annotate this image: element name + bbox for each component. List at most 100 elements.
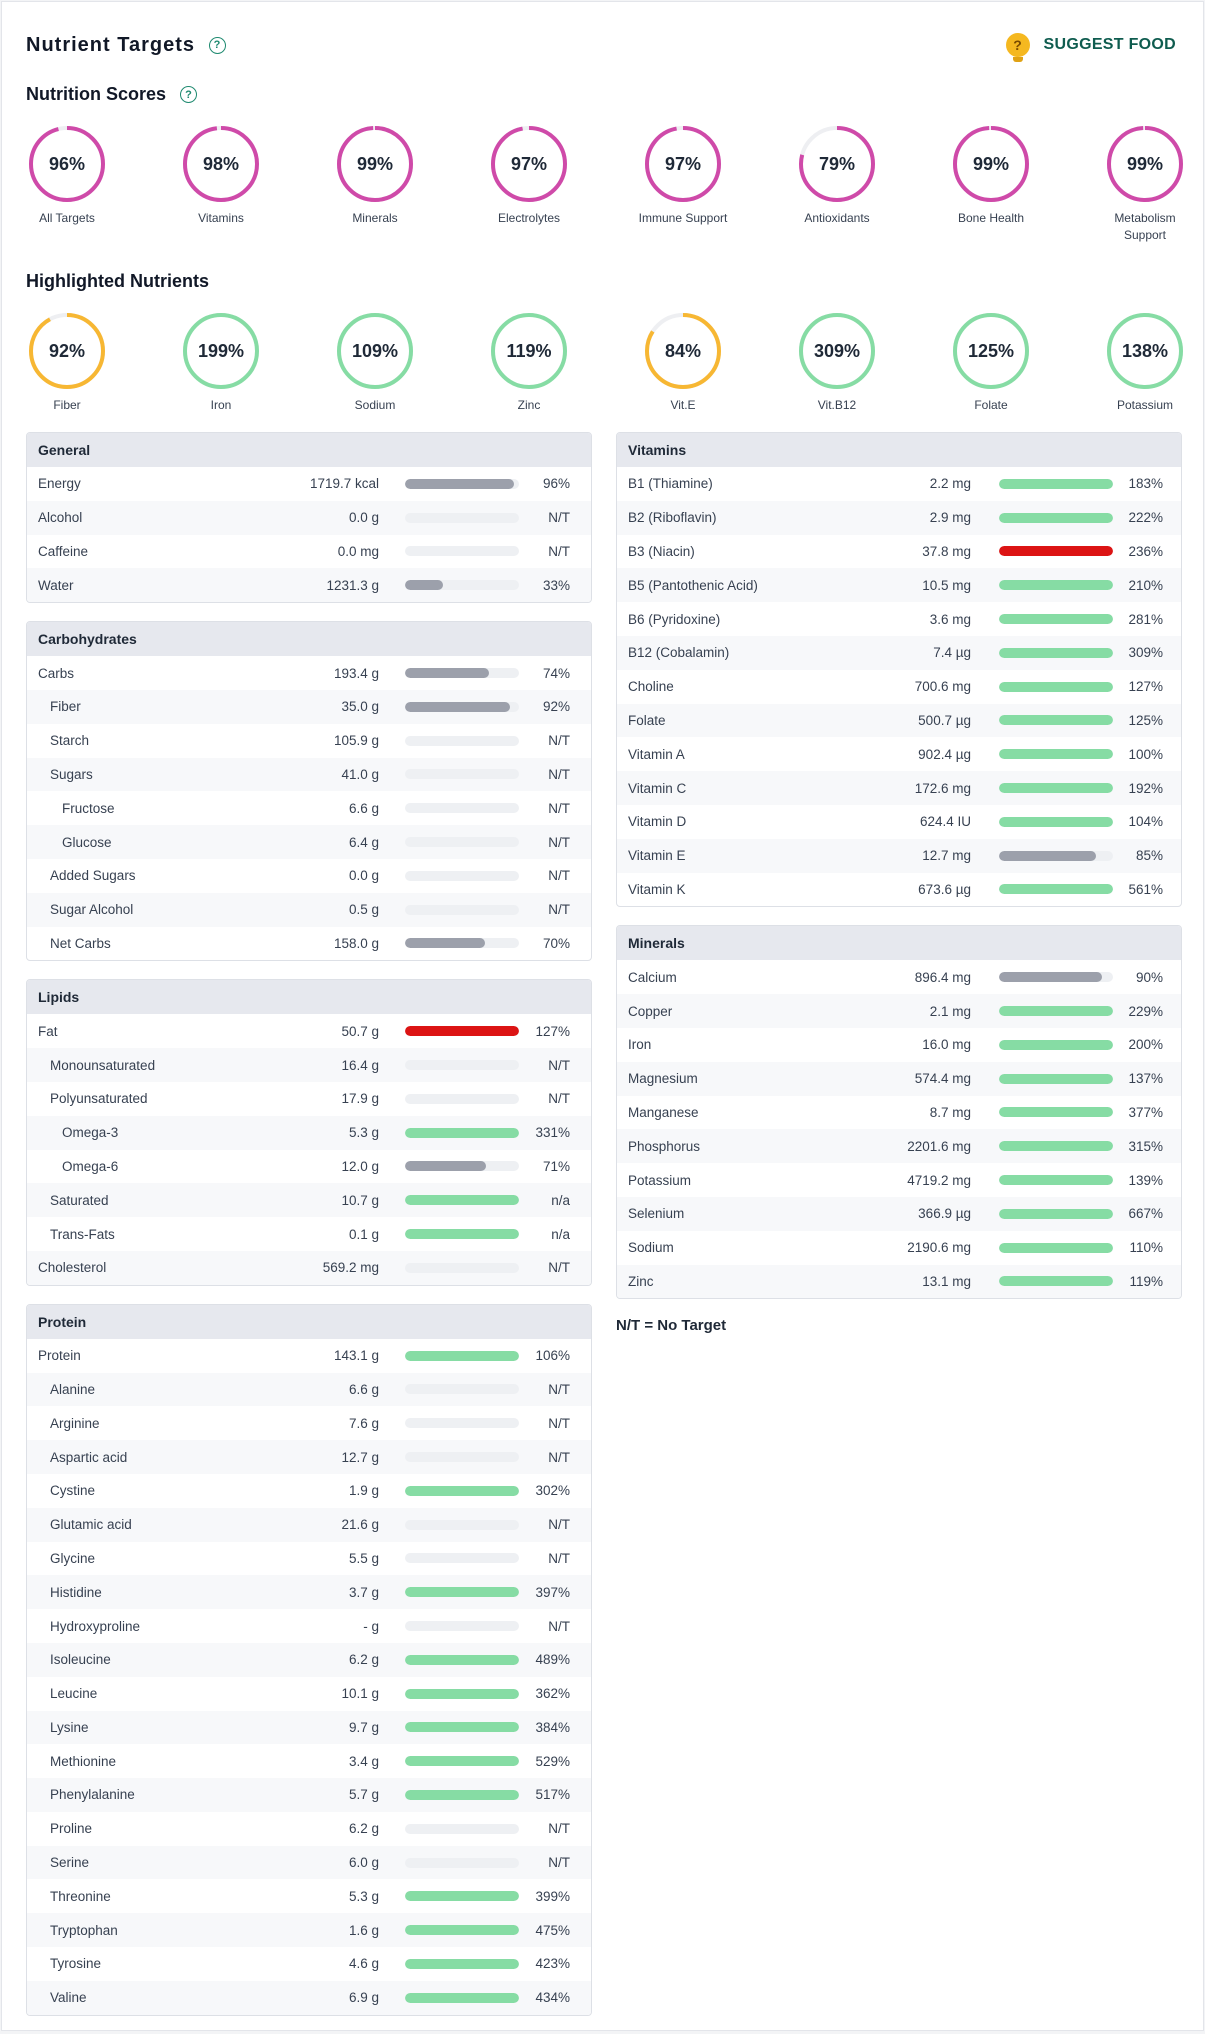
highlighted-ring-item[interactable]: 84% Vit.E — [642, 311, 724, 414]
nutrient-row[interactable]: Leucine 10.1 g 362% — [27, 1677, 591, 1711]
nutrient-row[interactable]: Sugars 41.0 g N/T — [27, 757, 591, 792]
suggest-food-button[interactable]: ? SUGGEST FOOD — [1005, 33, 1183, 62]
score-ring-item[interactable]: 96% All Targets — [26, 124, 108, 244]
group-header[interactable]: Minerals — [617, 926, 1181, 961]
score-ring-item[interactable]: 97% Immune Support — [639, 124, 727, 244]
nutrient-row[interactable]: Zinc 13.1 mg 119% — [617, 1264, 1181, 1299]
nutrient-row[interactable]: Isoleucine 6.2 g 489% — [27, 1642, 591, 1677]
score-ring-value: 79% — [818, 153, 856, 174]
group-header[interactable]: Vitamins — [617, 433, 1181, 467]
nutrient-row[interactable]: Net Carbs 158.0 g 70% — [27, 927, 591, 961]
nutrient-row[interactable]: Caffeine 0.0 mg N/T — [27, 535, 591, 569]
nutrient-row[interactable]: Iron 16.0 mg 200% — [617, 1028, 1181, 1062]
nutrient-row[interactable]: Polyunsaturated 17.9 g N/T — [27, 1082, 591, 1116]
progress-bar-fill — [405, 1756, 519, 1767]
nutrient-row[interactable]: Methionine 3.4 g 529% — [27, 1744, 591, 1778]
nutrient-row[interactable]: Energy 1719.7 kcal 96% — [27, 467, 591, 501]
nutrient-row[interactable]: Tryptophan 1.6 g 475% — [27, 1913, 591, 1948]
highlighted-ring-item[interactable]: 92% Fiber — [26, 311, 108, 414]
nutrient-row[interactable]: Sodium 2190.6 mg 110% — [617, 1231, 1181, 1265]
nutrient-row[interactable]: Trans-Fats 0.1 g n/a — [27, 1217, 591, 1251]
nutrient-row[interactable]: Alanine 6.6 g N/T — [27, 1372, 591, 1407]
group-header[interactable]: Carbohydrates — [27, 622, 591, 657]
nutrient-percent: n/a — [551, 1226, 570, 1242]
nutrient-row[interactable]: Omega-6 12.0 g 71% — [27, 1150, 591, 1184]
nutrient-row[interactable]: Proline 6.2 g N/T — [27, 1812, 591, 1846]
nutrient-row[interactable]: Fructose 6.6 g N/T — [27, 791, 591, 825]
nutrient-row[interactable]: Folate 500.7 µg 125% — [617, 703, 1181, 738]
nutrient-row[interactable]: Choline 700.6 mg 127% — [617, 670, 1181, 704]
nutrient-row[interactable]: Phenylalanine 5.7 g 517% — [27, 1778, 591, 1812]
nutrient-row[interactable]: Histidine 3.7 g 397% — [27, 1575, 591, 1610]
nutrient-row[interactable]: Copper 2.1 mg 229% — [617, 994, 1181, 1028]
nutrient-amount: 5.7 g — [348, 1787, 379, 1803]
nutrient-row[interactable]: Vitamin C 172.6 mg 192% — [617, 771, 1181, 805]
help-icon[interactable]: ? — [208, 36, 226, 54]
nutrient-row[interactable]: B2 (Riboflavin) 2.9 mg 222% — [617, 500, 1181, 535]
nutrient-row[interactable]: Monounsaturated 16.4 g N/T — [27, 1048, 591, 1082]
highlighted-ring-item[interactable]: 199% Iron — [180, 311, 262, 414]
nutrient-row[interactable]: Aspartic acid 12.7 g N/T — [27, 1440, 591, 1474]
nutrient-row[interactable]: Vitamin K 673.6 µg 561% — [617, 873, 1181, 907]
score-ring-item[interactable]: 98% Vitamins — [180, 124, 262, 244]
nutrient-row[interactable]: Serine 6.0 g N/T — [27, 1845, 591, 1880]
highlighted-ring-item[interactable]: 109% Sodium — [334, 311, 416, 414]
nutrient-row[interactable]: Glycine 5.5 g N/T — [27, 1542, 591, 1576]
score-ring-item[interactable]: 99% Minerals — [334, 124, 416, 244]
nutrient-row[interactable]: Hydroxyproline - g N/T — [27, 1609, 591, 1643]
progress-bar — [999, 749, 1113, 760]
group-header[interactable]: General — [27, 433, 591, 467]
nutrient-row[interactable]: Manganese 8.7 mg 377% — [617, 1096, 1181, 1130]
nutrient-row[interactable]: Threonine 5.3 g 399% — [27, 1879, 591, 1913]
highlighted-ring-item[interactable]: 309% Vit.B12 — [796, 311, 878, 414]
score-ring-item[interactable]: 79% Antioxidants — [796, 124, 878, 244]
nutrient-row[interactable]: Omega-3 5.3 g 331% — [27, 1115, 591, 1150]
nutrient-row[interactable]: B12 (Cobalamin) 7.4 µg 309% — [617, 635, 1181, 670]
help-icon[interactable]: ? — [180, 86, 198, 103]
score-ring-item[interactable]: 97% Electrolytes — [488, 124, 570, 244]
highlighted-ring-item[interactable]: 138% Potassium — [1104, 311, 1186, 414]
nutrient-row[interactable]: Magnesium 574.4 mg 137% — [617, 1061, 1181, 1096]
nutrient-row[interactable]: Potassium 4719.2 mg 139% — [617, 1163, 1181, 1197]
nutrient-row[interactable]: Lysine 9.7 g 384% — [27, 1710, 591, 1745]
nutrient-row[interactable]: Fat 50.7 g 127% — [27, 1014, 591, 1048]
nutrient-row[interactable]: Sugar Alcohol 0.5 g N/T — [27, 892, 591, 927]
score-ring-item[interactable]: 99% Bone Health — [950, 124, 1032, 244]
nutrient-row[interactable]: Vitamin D 624.4 IU 104% — [617, 805, 1181, 839]
nutrient-row[interactable]: Saturated 10.7 g n/a — [27, 1183, 591, 1218]
nutrient-row[interactable]: Starch 105.9 g N/T — [27, 724, 591, 758]
nutrient-row[interactable]: Protein 143.1 g 106% — [27, 1339, 591, 1373]
nutrient-row[interactable]: B3 (Niacin) 37.8 mg 236% — [617, 535, 1181, 569]
nutrient-row[interactable]: Fiber 35.0 g 92% — [27, 689, 591, 724]
nutrient-row[interactable]: B6 (Pyridoxine) 3.6 mg 281% — [617, 602, 1181, 636]
highlighted-ring-item[interactable]: 125% Folate — [950, 311, 1032, 414]
nutrient-row[interactable]: Carbs 193.4 g 74% — [27, 656, 591, 690]
highlighted-ring-label: Sodium — [354, 398, 396, 412]
nutrient-name: Net Carbs — [50, 935, 111, 951]
nutrient-row[interactable]: Vitamin A 902.4 µg 100% — [617, 737, 1181, 771]
nutrient-row[interactable]: Alcohol 0.0 g N/T — [27, 500, 591, 535]
nutrient-row[interactable]: Selenium 366.9 µg 667% — [617, 1196, 1181, 1231]
nutrient-row[interactable]: Vitamin E 12.7 mg 85% — [617, 838, 1181, 873]
nutrient-row[interactable]: Phosphorus 2201.6 mg 315% — [617, 1129, 1181, 1164]
progress-bar — [405, 1384, 519, 1395]
nutrient-row[interactable]: Valine 6.9 g 434% — [27, 1980, 591, 2015]
progress-bar-fill — [999, 816, 1113, 827]
nutrient-row[interactable]: Glucose 6.4 g N/T — [27, 825, 591, 859]
group-header[interactable]: Protein — [27, 1304, 591, 1339]
group-header[interactable]: Lipids — [27, 980, 591, 1015]
nutrient-row[interactable]: Cystine 1.9 g 302% — [27, 1474, 591, 1508]
score-ring-item[interactable]: 99% Metabolism Support — [1104, 124, 1186, 244]
nutrient-amount: - g — [363, 1618, 379, 1634]
nutrient-row[interactable]: Added Sugars 0.0 g N/T — [27, 859, 591, 893]
nutrient-row[interactable]: Glutamic acid 21.6 g N/T — [27, 1507, 591, 1542]
nutrient-name: B2 (Riboflavin) — [628, 510, 717, 526]
nutrient-row[interactable]: Water 1231.3 g 33% — [27, 568, 591, 603]
nutrient-row[interactable]: B5 (Pantothenic Acid) 10.5 mg 210% — [617, 568, 1181, 603]
nutrient-row[interactable]: Cholesterol 569.2 mg N/T — [27, 1250, 591, 1285]
highlighted-ring-item[interactable]: 119% Zinc — [488, 311, 570, 414]
nutrient-row[interactable]: B1 (Thiamine) 2.2 mg 183% — [617, 467, 1181, 501]
nutrient-row[interactable]: Tyrosine 4.6 g 423% — [27, 1947, 591, 1981]
nutrient-row[interactable]: Calcium 896.4 mg 90% — [617, 960, 1181, 994]
nutrient-row[interactable]: Arginine 7.6 g N/T — [27, 1406, 591, 1440]
